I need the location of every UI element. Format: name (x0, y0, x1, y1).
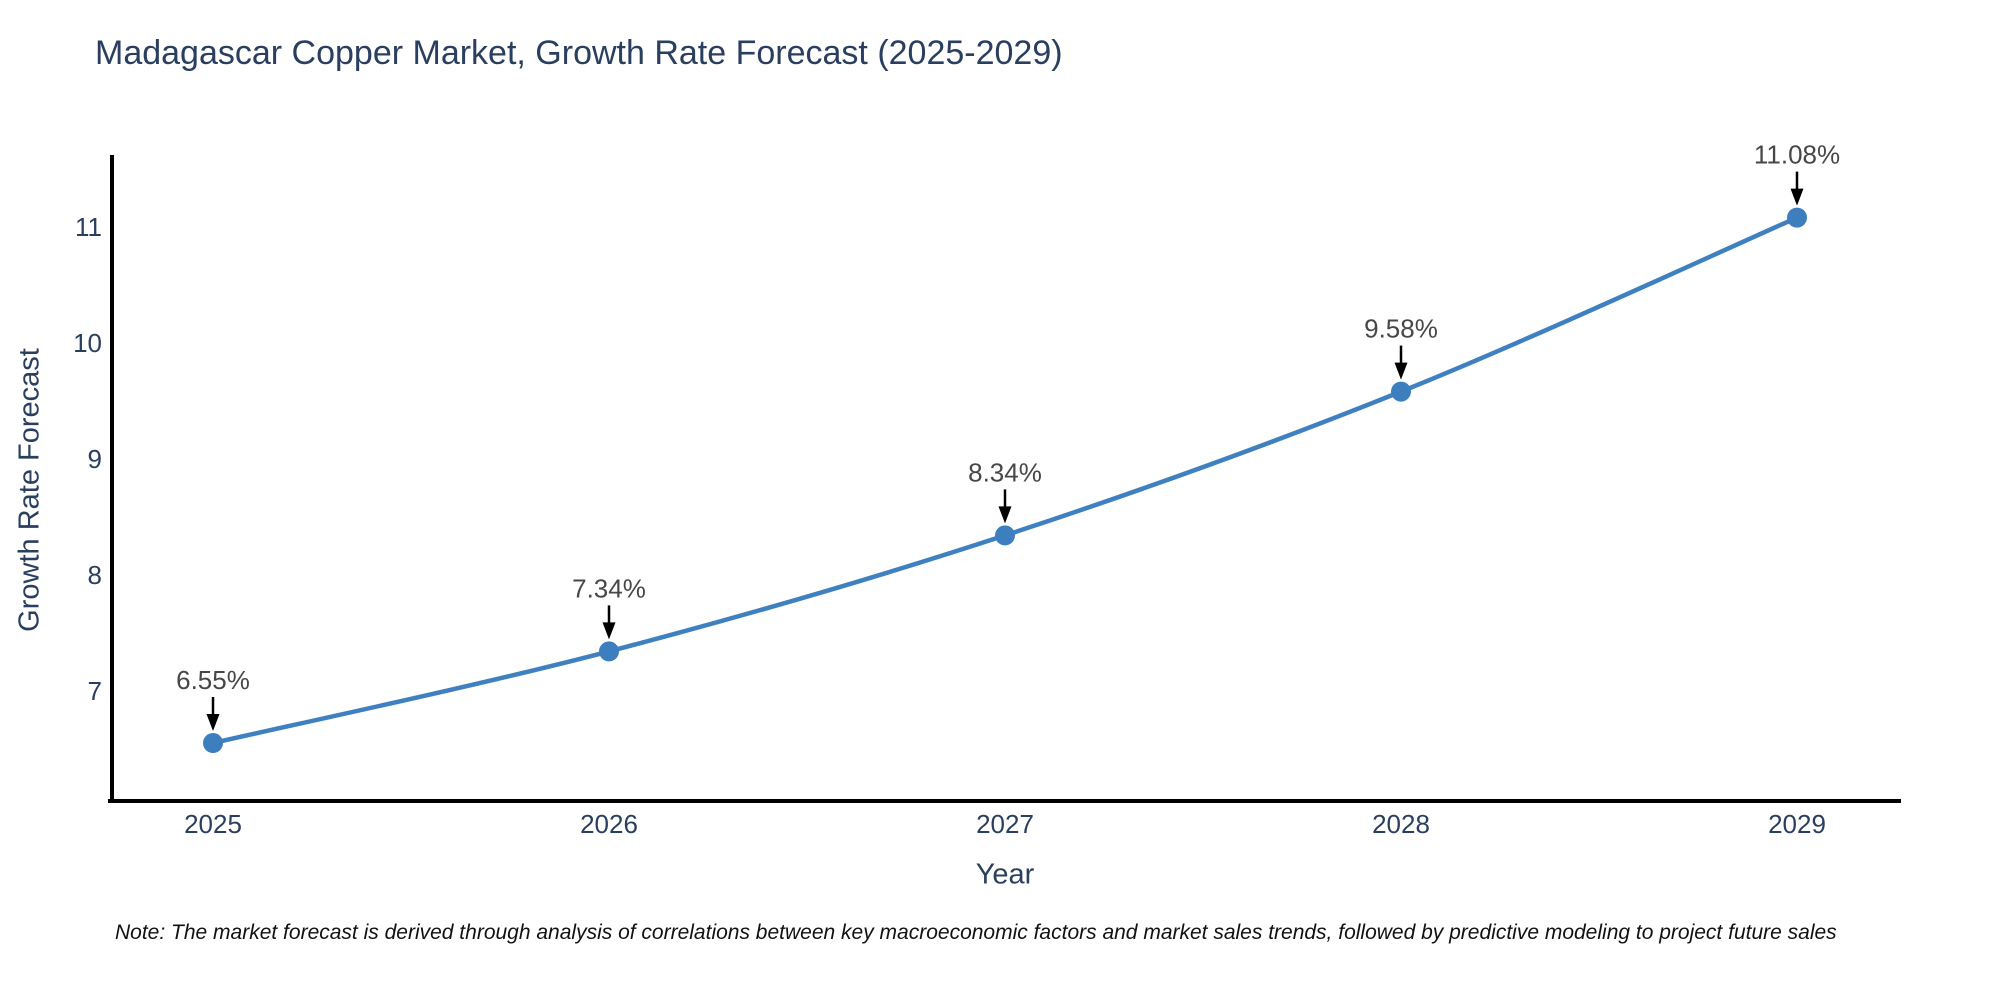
y-tick-label: 8 (88, 560, 102, 590)
point-annotation: 8.34% (968, 457, 1042, 487)
y-tick-label: 9 (88, 444, 102, 474)
y-axis-title: Growth Rate Forecast (13, 348, 46, 632)
y-tick-label: 11 (75, 212, 102, 242)
data-point-marker (599, 641, 619, 662)
annotation-arrowhead-icon (602, 622, 616, 640)
annotation-arrowhead-icon (1394, 362, 1408, 380)
data-point-marker (203, 733, 223, 754)
point-annotation: 9.58% (1364, 314, 1438, 344)
chart-title: Madagascar Copper Market, Growth Rate Fo… (95, 34, 1063, 72)
point-annotation: 11.08% (1754, 140, 1840, 170)
y-tick-label: 10 (73, 328, 102, 358)
x-tick-label: 2027 (976, 809, 1034, 839)
x-axis-title: Year (975, 858, 1035, 891)
x-tick-label: 2028 (1372, 809, 1430, 839)
footnote: Note: The market forecast is derived thr… (115, 921, 1837, 944)
annotation-arrowhead-icon (1790, 188, 1804, 206)
data-point-marker (1391, 381, 1411, 402)
point-annotation: 7.34% (572, 573, 646, 603)
point-annotation: 6.55% (176, 665, 250, 695)
data-point-marker (1787, 207, 1807, 228)
x-tick-label: 2029 (1768, 809, 1826, 839)
annotation-arrowhead-icon (998, 506, 1012, 524)
annotation-arrowhead-icon (206, 714, 220, 732)
x-tick-label: 2025 (184, 809, 242, 839)
y-tick-label: 7 (88, 676, 102, 706)
data-point-marker (995, 525, 1015, 546)
x-tick-label: 2026 (580, 809, 638, 839)
